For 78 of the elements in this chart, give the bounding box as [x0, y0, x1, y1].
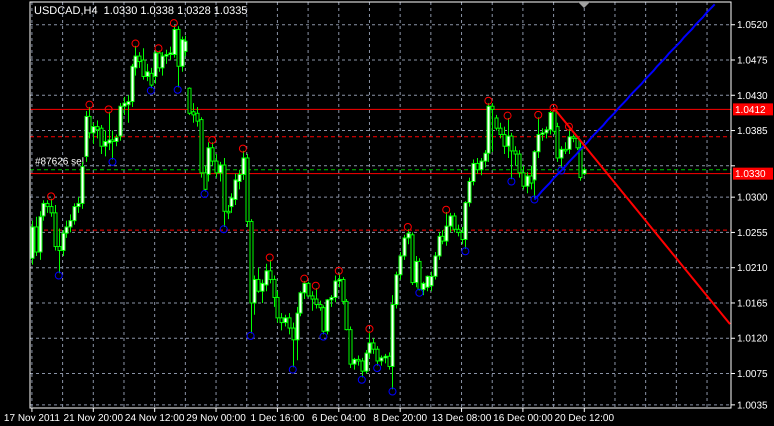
candlestick [444, 212, 448, 246]
point [108, 158, 116, 166]
point [220, 225, 228, 234]
chart-title: USDCAD,H4 1.0330 1.0338 1.0328 1.0335 [34, 5, 248, 17]
point [85, 100, 94, 109]
point [507, 177, 516, 186]
candlestick [384, 353, 388, 364]
x-tick-label: 21 Nov 20:00 [64, 413, 124, 424]
point [442, 206, 450, 214]
point [365, 324, 374, 333]
x-tick-label: 29 Nov 00:00 [186, 413, 246, 424]
point [319, 332, 328, 341]
candlestick [46, 200, 50, 214]
candlestick [160, 52, 164, 76]
point [154, 44, 162, 52]
point [288, 366, 297, 374]
ref-line-label: 1.0412 [735, 104, 766, 116]
point [146, 86, 155, 95]
y-tick-label: 1.0385 [737, 126, 768, 138]
point [170, 19, 178, 28]
point [373, 364, 382, 372]
point [200, 190, 209, 198]
candlestick [334, 275, 338, 303]
point [312, 282, 320, 290]
candlestick [452, 212, 456, 233]
point [246, 332, 255, 340]
candlestick [548, 110, 552, 135]
y-tick-label: 1.0430 [737, 90, 768, 102]
x-tick-label: 8 Dec 20:00 [373, 413, 428, 424]
point [54, 272, 63, 280]
point [557, 166, 566, 175]
candlestick [314, 288, 318, 309]
point [266, 254, 274, 262]
point [334, 266, 343, 275]
x-tick-label: 17 Nov 2011 [4, 413, 60, 424]
candlestick [426, 275, 430, 292]
y-tick-label: 1.0475 [737, 56, 768, 66]
point [415, 288, 424, 297]
y-tick-label: 1.0120 [737, 334, 768, 345]
point [564, 122, 573, 131]
point [550, 104, 558, 112]
point [388, 388, 396, 396]
point [534, 110, 542, 119]
x-tick-label: 24 Nov 12:00 [124, 413, 185, 424]
point [208, 136, 216, 144]
point [104, 105, 113, 114]
y-tick-label: 1.0165 [737, 298, 768, 310]
candlestick [142, 48, 146, 80]
x-tick-label: 16 Dec 00:00 [493, 413, 554, 424]
candlestick [490, 102, 494, 152]
candlestick [154, 50, 158, 84]
y-tick-label: 1.0300 [737, 192, 768, 204]
y-tick-label: 1.0255 [737, 228, 768, 239]
x-tick-label: 20 Dec 12:00 [554, 413, 614, 424]
ref-line-label: #87626 sel [35, 156, 84, 168]
candlestick [110, 130, 114, 160]
point [358, 376, 366, 384]
y-tick-label: 1.0075 [737, 369, 768, 380]
point [530, 196, 538, 204]
y-tick-label: 1.0520 [737, 20, 768, 32]
x-tick-label: 1 Dec 16:00 [250, 413, 305, 424]
point [174, 86, 182, 94]
x-tick-label: 13 Dec 08:00 [432, 413, 492, 424]
point [404, 222, 412, 231]
candlestick [284, 314, 288, 327]
ref-line-label: 1.0330 [735, 169, 766, 180]
point [504, 112, 512, 120]
point [484, 96, 492, 105]
candlestick [100, 124, 104, 155]
point [131, 40, 140, 48]
candlestick [568, 128, 572, 155]
y-tick-label: 1.0210 [737, 263, 768, 274]
point [47, 192, 56, 200]
point [300, 274, 308, 283]
point [238, 144, 247, 153]
point [461, 247, 470, 256]
y-tick-label: 1.0035 [737, 400, 768, 412]
x-tick-label: 6 Dec 04:00 [312, 413, 366, 424]
